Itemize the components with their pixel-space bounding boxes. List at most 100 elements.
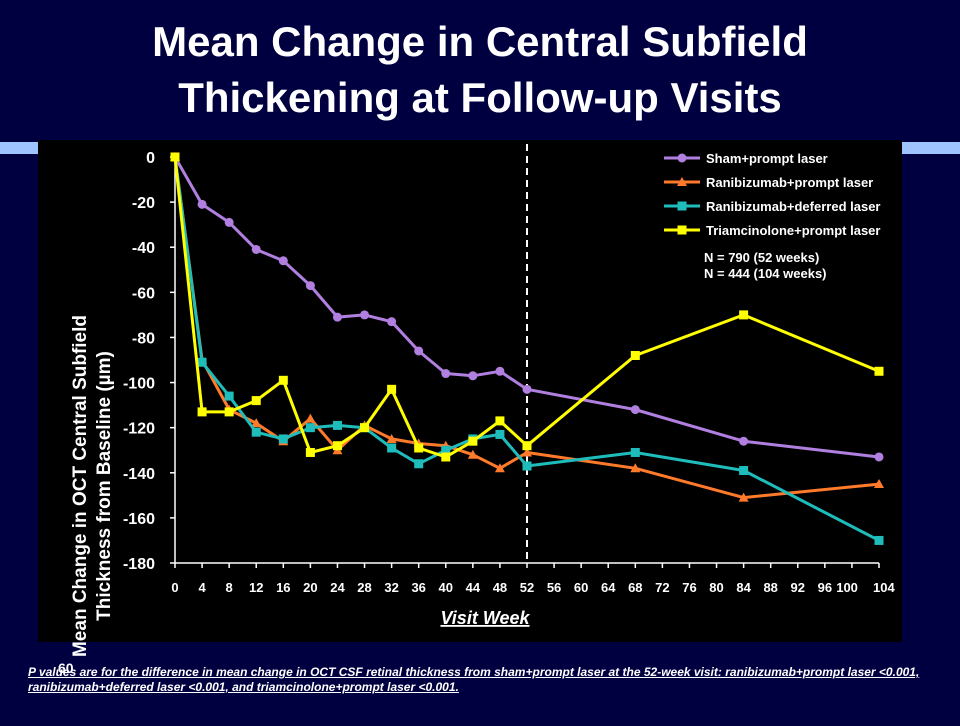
data-point (630, 405, 640, 415)
legend-entry-2: Ranibizumab+prompt laser (664, 175, 873, 190)
data-point (468, 436, 478, 446)
x-tick-label: 44 (466, 580, 481, 595)
x-tick-label: 100 (836, 580, 858, 595)
data-point (495, 416, 505, 426)
data-point (170, 152, 180, 162)
x-tick-label: 88 (763, 580, 777, 595)
page-number: 60 (58, 660, 74, 676)
data-point (332, 420, 342, 430)
y-tick-label: -160 (123, 511, 155, 528)
x-tick-label: 36 (411, 580, 425, 595)
data-point (251, 418, 262, 428)
x-axis-label: Visit Week (440, 608, 530, 628)
data-point (414, 459, 424, 469)
y-tick-label: -80 (132, 330, 155, 347)
data-point (387, 443, 397, 453)
x-tick-label: 84 (736, 580, 751, 595)
x-tick-label: 96 (818, 580, 832, 595)
data-point (739, 310, 749, 320)
x-tick-label: 4 (198, 580, 206, 595)
data-point (467, 449, 478, 459)
data-point (739, 436, 749, 446)
x-tick-label: 0 (171, 580, 178, 595)
x-tick-label: 12 (249, 580, 263, 595)
data-point (305, 447, 315, 457)
data-point (630, 447, 640, 457)
x-tick-label: 92 (791, 580, 805, 595)
legend-label: Triamcinolone+prompt laser (706, 223, 880, 238)
data-point (251, 427, 261, 437)
x-tick-label: 60 (574, 580, 588, 595)
x-tick-label: 104 (873, 580, 895, 595)
legend-marker (677, 201, 687, 211)
data-point (522, 461, 532, 471)
data-point (251, 396, 261, 406)
annotation-sample-size: N = 444 (104 weeks) (704, 266, 827, 281)
legend-marker (677, 153, 687, 163)
x-tick-label: 68 (628, 580, 642, 595)
y-tick-label: -60 (132, 285, 155, 302)
data-point (441, 369, 451, 379)
x-tick-label: 48 (493, 580, 507, 595)
x-tick-label: 20 (303, 580, 317, 595)
data-point (522, 447, 532, 457)
y-axis-label-line-1: Mean Change in OCT Central Subfield (70, 314, 91, 658)
x-tick-label: 8 (226, 580, 233, 595)
series-1 (170, 152, 884, 462)
chart-series (170, 152, 884, 545)
y-tick-label: -140 (123, 466, 155, 483)
y-axis-label-line-2: Thickness from Baseline (µm) (94, 351, 115, 621)
x-tick-label: 80 (709, 580, 723, 595)
x-tick-label: 64 (601, 580, 616, 595)
data-point (387, 384, 397, 394)
x-tick-label: 76 (682, 580, 696, 595)
legend-entry-3: Ranibizumab+deferred laser (664, 199, 880, 214)
y-tick-label: -120 (123, 421, 155, 438)
data-point (278, 434, 288, 444)
data-point (305, 423, 315, 433)
data-point (414, 346, 424, 356)
data-point (197, 357, 207, 367)
legend-label: Sham+prompt laser (706, 151, 828, 166)
data-point (874, 452, 884, 462)
series-4 (170, 152, 884, 462)
data-point (468, 371, 478, 381)
y-tick-label: -180 (123, 556, 155, 573)
data-point (224, 407, 234, 417)
data-point (332, 441, 342, 451)
chart-panel: 0 -20 -40 -60 -80 -100 -120 -140 -160 -180 0 4 8 12 16… (38, 140, 902, 657)
x-tick-label: 56 (547, 580, 561, 595)
chart-legend: Sham+prompt laser Ranibizumab+prompt lase… (664, 151, 880, 238)
data-point (360, 310, 370, 320)
accent-bar-right (902, 142, 960, 154)
x-tick-label: 16 (276, 580, 290, 595)
y-tick-label: -40 (132, 240, 155, 257)
data-point (197, 199, 207, 209)
data-point (278, 375, 288, 385)
data-point (522, 441, 532, 451)
x-tick-label: 52 (520, 580, 534, 595)
data-point (874, 479, 884, 489)
legend-label: Ranibizumab+deferred laser (706, 199, 880, 214)
legend-entry-4: Triamcinolone+prompt laser (664, 223, 880, 238)
legend-marker (677, 225, 687, 235)
slide-title: Mean Change in Central Subfield Thickeni… (0, 14, 960, 126)
data-point (495, 366, 505, 376)
legend-marker (677, 177, 687, 186)
y-axis-label: Mean Change in OCT Central Subfield Thic… (69, 246, 117, 726)
data-point (874, 366, 884, 376)
data-point (224, 391, 234, 401)
data-point (278, 256, 288, 266)
data-point (739, 466, 749, 476)
data-point (494, 463, 505, 473)
data-point (387, 317, 397, 327)
annotation-sample-size: N = 790 (52 weeks) (704, 250, 819, 265)
data-point (414, 443, 424, 453)
footnote: P values are for the difference in mean … (28, 665, 920, 694)
data-point (332, 312, 342, 322)
legend-entry-1: Sham+prompt laser (664, 151, 828, 166)
data-point (360, 423, 370, 433)
y-tick-label: -20 (132, 195, 155, 212)
y-tick-label: -100 (123, 376, 155, 393)
